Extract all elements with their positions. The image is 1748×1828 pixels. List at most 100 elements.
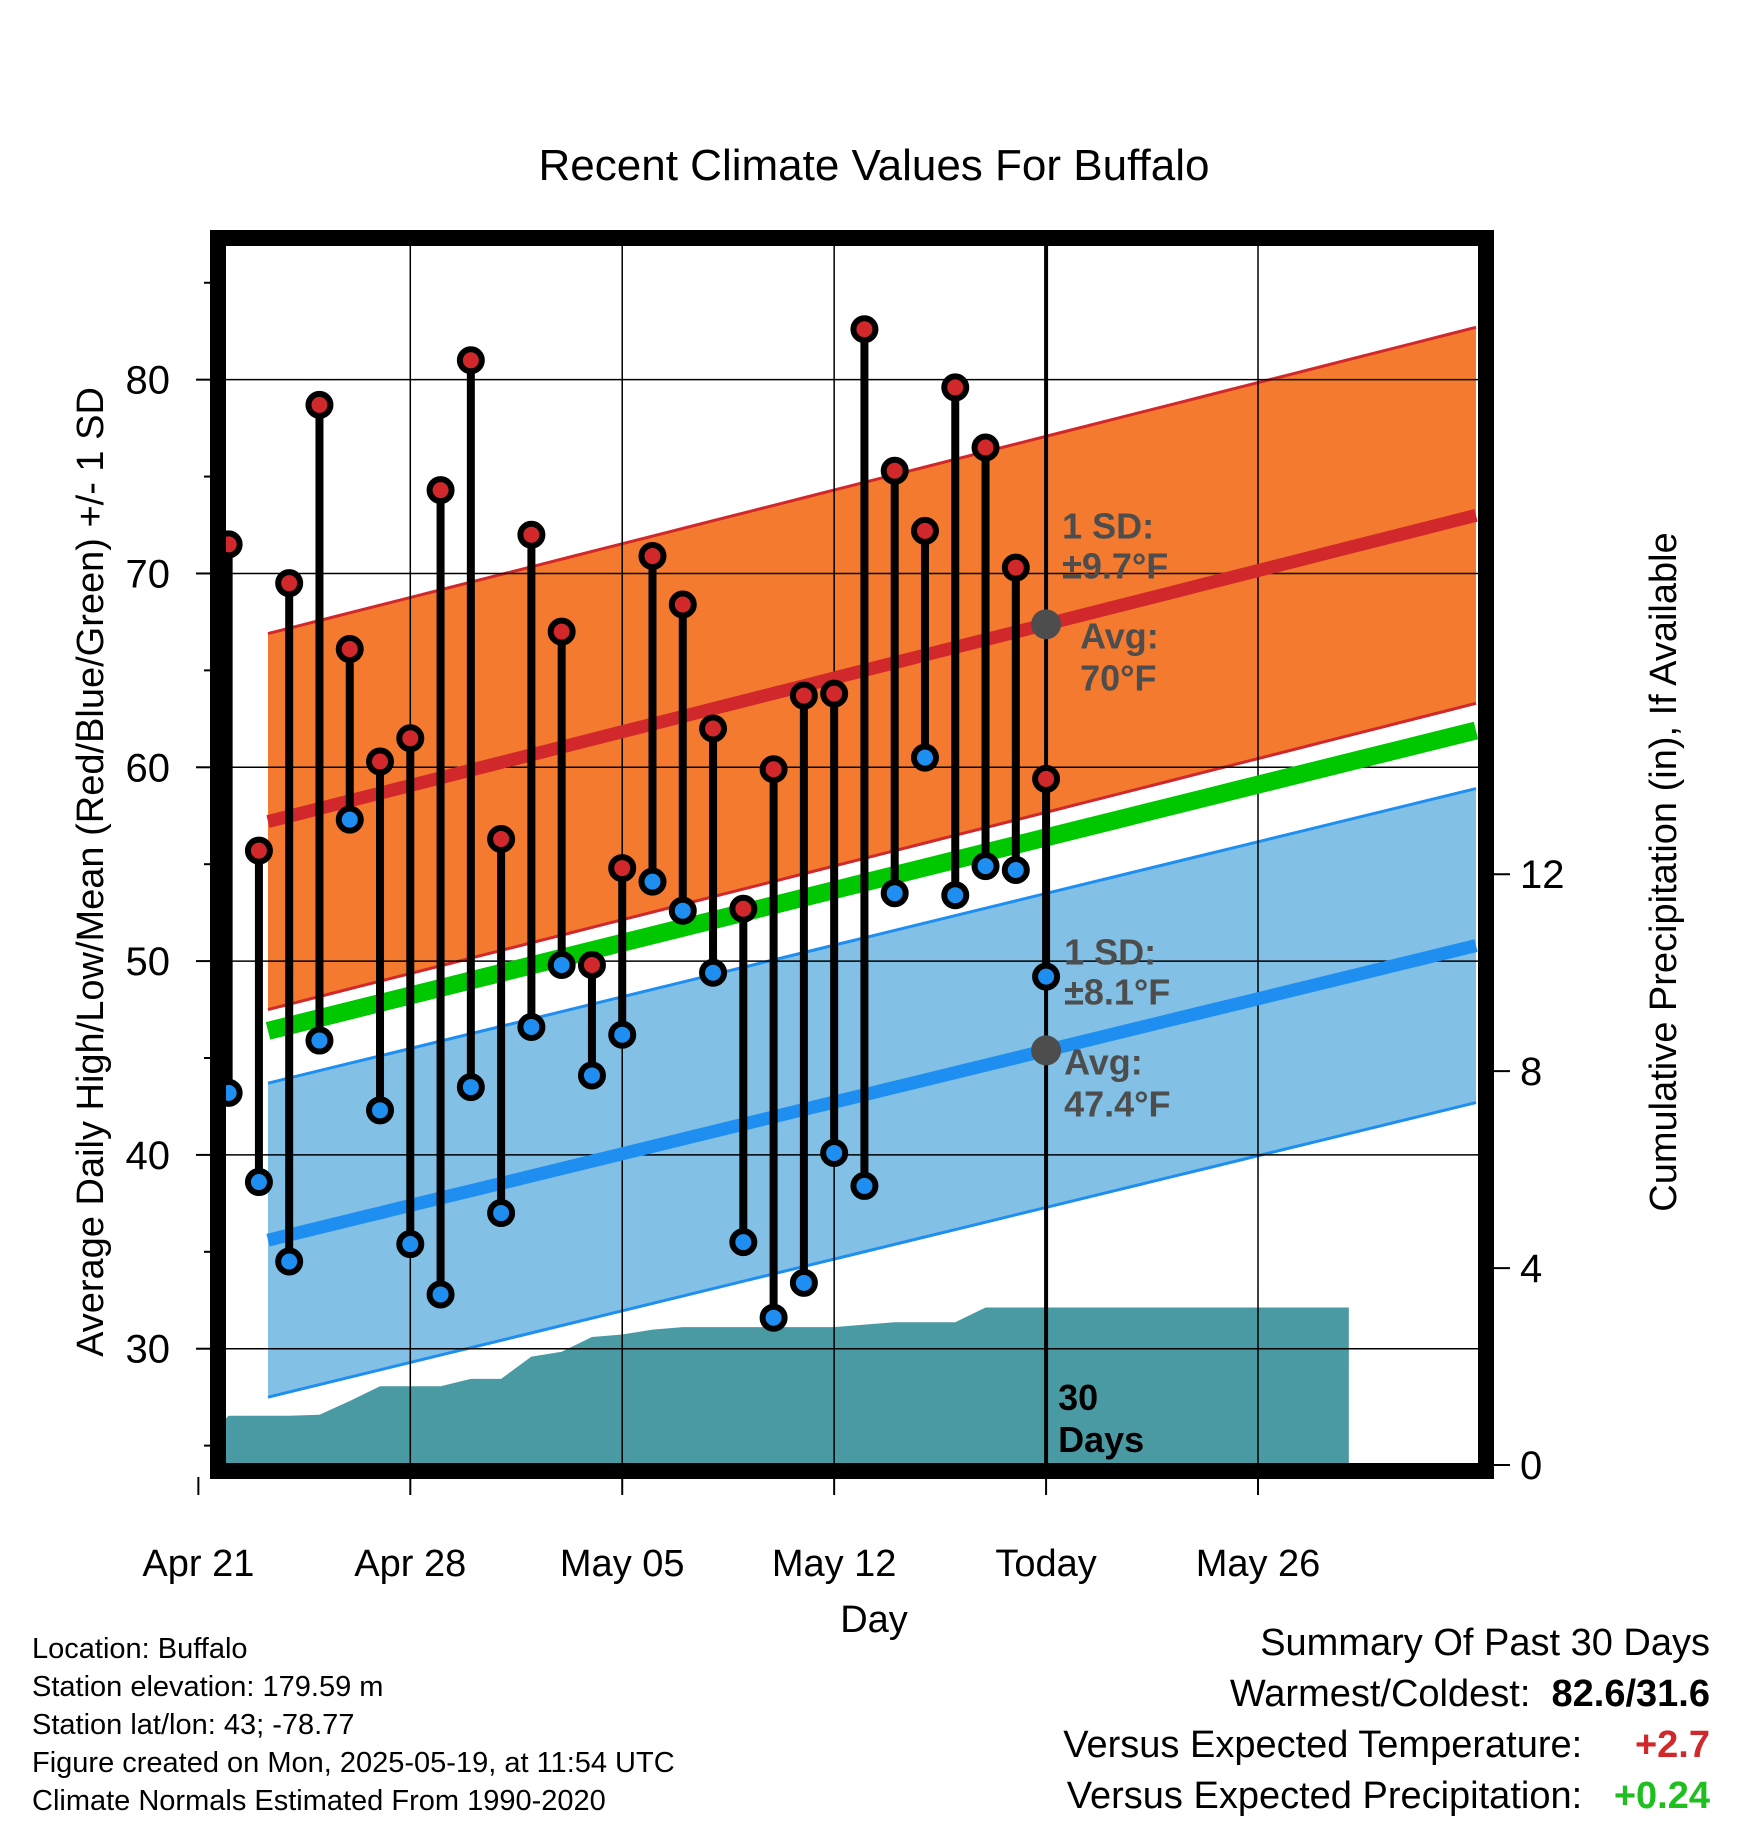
daily-high-point	[608, 854, 637, 883]
daily-low-point	[789, 1268, 818, 1297]
daily-high-point	[880, 456, 909, 485]
low-avg-label: Avg:	[1064, 1041, 1143, 1082]
summary-heading: Summary Of Past 30 Days	[1260, 1622, 1710, 1664]
daily-low-point	[487, 1199, 516, 1228]
daily-high-point	[187, 886, 209, 908]
low-sd-label: 1 SD:	[1064, 931, 1156, 972]
daily-high-point	[820, 679, 849, 708]
daily-low-point	[880, 879, 909, 908]
daily-high-point	[426, 476, 455, 505]
daily-low-point	[608, 1020, 637, 1049]
y2-axis-label: Cumulative Precipitation (in), If Availa…	[1643, 532, 1685, 1211]
plot-frame	[210, 230, 1494, 1479]
daily-high-point	[1001, 553, 1030, 582]
summary-precip-value: +0.24	[1613, 1775, 1710, 1817]
y-tick-label: 30	[126, 1328, 171, 1372]
daily-high-point	[224, 530, 243, 559]
daily-high-point	[335, 635, 364, 664]
today-days-label: 30	[1058, 1377, 1098, 1418]
daily-high-point	[456, 346, 485, 375]
footer-elevation: Station elevation: 179.59 m	[32, 1671, 384, 1703]
daily-low-point	[1032, 962, 1061, 991]
daily-high-point	[396, 724, 425, 753]
y2-tick-label: 4	[1520, 1247, 1542, 1291]
summary-temp-label: Versus Expected Temperature:	[1063, 1724, 1583, 1766]
daily-low-point	[971, 852, 1000, 881]
x-tick-label: Apr 21	[142, 1543, 254, 1585]
y2-tick-label: 0	[1520, 1444, 1542, 1488]
daily-high-point	[699, 714, 728, 743]
x-tick-label: Today	[995, 1543, 1096, 1585]
summary-temp-value: +2.7	[1634, 1724, 1710, 1766]
daily-high-point	[668, 590, 697, 619]
footer-latlon: Station lat/lon: 43; -78.77	[32, 1709, 355, 1741]
daily-high-point	[638, 542, 667, 571]
daily-high-point	[305, 390, 334, 419]
plot-inner	[157, 244, 1480, 1465]
daily-low-point	[224, 1078, 243, 1107]
today-high-normal-marker	[1031, 609, 1062, 640]
summary-warmest-row: Warmest/Coldest: 82.6/31.6	[1230, 1673, 1710, 1716]
y-tick-label: 50	[126, 940, 171, 984]
today-low-normal-marker	[1031, 1035, 1062, 1066]
high-avg-label: Avg:	[1080, 615, 1159, 656]
footer-location: Location: Buffalo	[32, 1633, 248, 1665]
daily-low-point	[547, 950, 576, 979]
daily-high-point	[366, 747, 395, 776]
daily-high-point	[547, 617, 576, 646]
daily-low-point	[396, 1230, 425, 1259]
chart-title: Recent Climate Values For Buffalo	[539, 141, 1210, 190]
summary-precip-label: Versus Expected Precipitation:	[1066, 1775, 1583, 1817]
high-sd-value: ±9.7°F	[1062, 545, 1168, 586]
daily-low-point	[850, 1171, 879, 1200]
daily-high-point	[789, 681, 818, 710]
high-avg-value: 70°F	[1080, 657, 1156, 698]
daily-low-point	[305, 1026, 334, 1055]
low-avg-value: 47.4°F	[1064, 1083, 1170, 1124]
daily-low-point	[910, 743, 939, 772]
x-tick-label: May 05	[560, 1543, 685, 1585]
precip-area	[224, 1307, 1349, 1465]
x-tick-label: May 26	[1196, 1543, 1321, 1585]
daily-high-point	[275, 569, 304, 598]
daily-low-point	[941, 881, 970, 910]
daily-high-point	[577, 950, 606, 979]
daily-high-point	[759, 755, 788, 784]
daily-low-point	[729, 1228, 758, 1257]
summary-temp-row: Versus Expected Temperature: +2.7	[1063, 1724, 1710, 1767]
summary-precip-row: Versus Expected Precipitation: +0.24	[1067, 1775, 1710, 1818]
daily-low-point	[638, 867, 667, 896]
daily-low-point	[759, 1303, 788, 1332]
high-sd-label: 1 SD:	[1062, 505, 1154, 546]
daily-low-point	[668, 896, 697, 925]
y-tick-label: 40	[126, 1134, 171, 1178]
daily-low-point	[275, 1247, 304, 1276]
daily-low-point	[244, 1168, 273, 1197]
daily-high-point	[729, 894, 758, 923]
daily-low-point	[577, 1061, 606, 1090]
daily-low-point	[157, 1105, 179, 1127]
daily-low-point	[366, 1096, 395, 1125]
y2-tick-label: 12	[1520, 853, 1565, 897]
daily-low-point	[335, 805, 364, 834]
daily-high-point	[910, 516, 939, 545]
daily-low-point	[1001, 856, 1030, 885]
daily-low-point	[820, 1138, 849, 1167]
daily-low-point	[426, 1280, 455, 1309]
y-tick-label: 60	[126, 746, 171, 790]
x-axis-label: Day	[840, 1599, 908, 1641]
daily-low-point	[699, 958, 728, 987]
low-sd-value: ±8.1°F	[1064, 971, 1170, 1012]
daily-low-point	[456, 1073, 485, 1102]
daily-high-point	[1032, 764, 1061, 793]
low-normal-line	[266, 939, 1478, 1247]
daily-low-point	[187, 1202, 209, 1224]
daily-high-point	[487, 824, 516, 853]
today-days-label: Days	[1058, 1419, 1144, 1460]
y2-tick-label: 8	[1520, 1050, 1542, 1094]
y-tick-label: 70	[126, 552, 171, 596]
x-tick-label: May 12	[772, 1543, 897, 1585]
x-tick-label: Apr 28	[354, 1543, 466, 1585]
daily-high-point	[850, 315, 879, 344]
